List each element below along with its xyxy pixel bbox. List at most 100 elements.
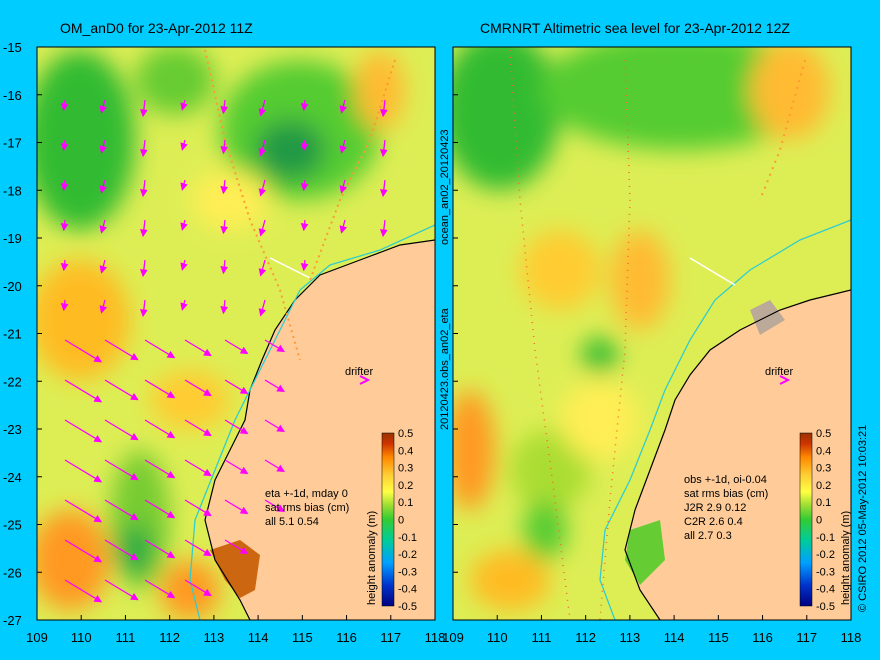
current-arrow <box>180 139 188 151</box>
side-label-top: ocean_an02_20120423 <box>439 129 451 245</box>
note-line-1: eta +-1d, mday 0 <box>265 488 348 500</box>
side-label-bottom: 20120423.obs_an02_eta <box>439 307 451 430</box>
colorbar-label: height anomaly (m) <box>366 511 378 605</box>
colorbar-tick-label: -0.2 <box>398 549 417 561</box>
current-arrow <box>264 499 285 513</box>
coastline <box>624 289 851 620</box>
drifter-marker <box>779 375 791 385</box>
y-tick-label: -17 <box>3 136 22 151</box>
isobath-line <box>599 219 851 620</box>
x-tick-label: 115 <box>708 630 729 645</box>
x-tick-label: 118 <box>841 630 862 645</box>
colorbar-tick-label: 0.1 <box>816 497 831 509</box>
current-arrow <box>99 299 108 314</box>
current-arrow <box>339 139 348 154</box>
current-arrow <box>224 499 249 515</box>
current-arrow <box>220 179 229 195</box>
current-arrow <box>180 299 188 311</box>
current-arrow <box>224 419 249 435</box>
current-arrow <box>104 339 139 361</box>
x-tick-label: 117 <box>380 630 401 645</box>
x-tick-label: 111 <box>532 630 552 645</box>
current-arrow <box>99 179 108 194</box>
colorbar-tick-label: -0.2 <box>816 549 835 561</box>
current-arrow <box>144 539 176 559</box>
colorbar-tick-label: -0.1 <box>398 532 417 544</box>
current-arrow <box>139 139 148 158</box>
colorbar-tick-label: -0.3 <box>816 566 835 578</box>
right-x-axis-ticks: 109 110 111 112 113 114 115 116 117 118 <box>442 615 861 645</box>
x-tick-label: 109 <box>26 630 48 645</box>
current-arrow <box>104 539 139 561</box>
current-arrow <box>184 459 212 477</box>
x-tick-label: 118 <box>425 630 446 645</box>
colorbar-tick-label: -0.4 <box>398 584 417 596</box>
y-tick-label: -25 <box>3 518 22 533</box>
current-arrow <box>139 179 148 198</box>
current-arrow <box>220 99 229 115</box>
current-arrow <box>224 459 249 475</box>
current-arrow <box>180 219 188 231</box>
drifter-label: drifter <box>345 366 373 378</box>
note-line-4: C2R 2.6 0.4 <box>684 516 743 528</box>
colorbar-tick-label: -0.4 <box>816 584 835 596</box>
current-arrow <box>64 459 103 483</box>
current-arrow <box>264 339 285 353</box>
y-tick-label: -22 <box>3 374 22 389</box>
y-tick-label: -21 <box>3 327 22 342</box>
note-line-1: obs +-1d, oi-0.04 <box>684 474 767 486</box>
transect-line <box>269 257 311 279</box>
current-arrow <box>144 459 176 479</box>
colorbar-tick-label: 0.4 <box>398 445 413 457</box>
drifter-label: drifter <box>765 366 793 378</box>
note-line-5: all 2.7 0.3 <box>684 530 732 542</box>
left-map: drifter eta +-1d, mday 0 sat rms bias (c… <box>37 47 435 620</box>
current-arrow <box>60 179 69 192</box>
current-arrow <box>258 179 267 197</box>
current-arrow <box>220 299 229 315</box>
current-arrow <box>184 579 212 597</box>
current-arrow <box>104 379 139 401</box>
anomaly-blobs <box>453 47 830 610</box>
current-arrow <box>144 379 176 399</box>
left-panel-title: OM_anD0 for 23-Apr-2012 11Z <box>60 20 253 36</box>
colorbar-tick-label: -0.3 <box>398 566 417 578</box>
current-arrow <box>180 99 188 111</box>
current-arrow <box>300 219 309 232</box>
current-arrow <box>184 539 212 557</box>
current-arrow <box>224 379 249 395</box>
stats-annotation: eta +-1d, mday 0 sat rms bias (cm) all 5… <box>265 488 349 528</box>
current-arrow <box>258 299 267 317</box>
current-arrow <box>379 179 388 198</box>
right-map: drifter obs +-1d, oi-0.04 sat rms bias (… <box>453 47 851 620</box>
colorbar-tick-label: 0.5 <box>816 428 831 440</box>
current-arrow <box>184 379 212 397</box>
gap-region <box>750 300 785 335</box>
current-arrow <box>258 219 267 237</box>
copyright-label: © CSIRO 2012 05-May-2012 10:03:21 <box>857 425 869 612</box>
current-arrow <box>64 419 103 443</box>
y-tick-label: -20 <box>3 279 22 294</box>
x-tick-label: 110 <box>487 630 508 645</box>
current-arrow <box>104 459 139 481</box>
x-tick-label: 114 <box>248 630 269 645</box>
y-tick-label: -19 <box>3 231 22 246</box>
current-arrow <box>184 499 212 517</box>
shark-bay-anomaly <box>625 520 665 585</box>
note-line-3: J2R 2.9 0.12 <box>684 502 746 514</box>
note-line-2: sat rms bias (cm) <box>265 502 349 514</box>
current-arrow <box>64 539 103 563</box>
current-arrow <box>144 419 176 439</box>
current-arrow <box>258 139 267 157</box>
current-arrow <box>264 419 285 433</box>
land <box>625 290 851 620</box>
drifter-marker <box>359 375 371 385</box>
current-arrow <box>300 99 309 112</box>
current-arrow <box>224 539 249 555</box>
current-arrow <box>139 219 148 238</box>
y-tick-label: -26 <box>3 565 22 580</box>
colorbar-tick-label: 0.3 <box>398 463 413 475</box>
current-arrow <box>184 419 212 437</box>
x-tick-label: 112 <box>159 630 180 645</box>
current-arrow <box>104 419 139 441</box>
